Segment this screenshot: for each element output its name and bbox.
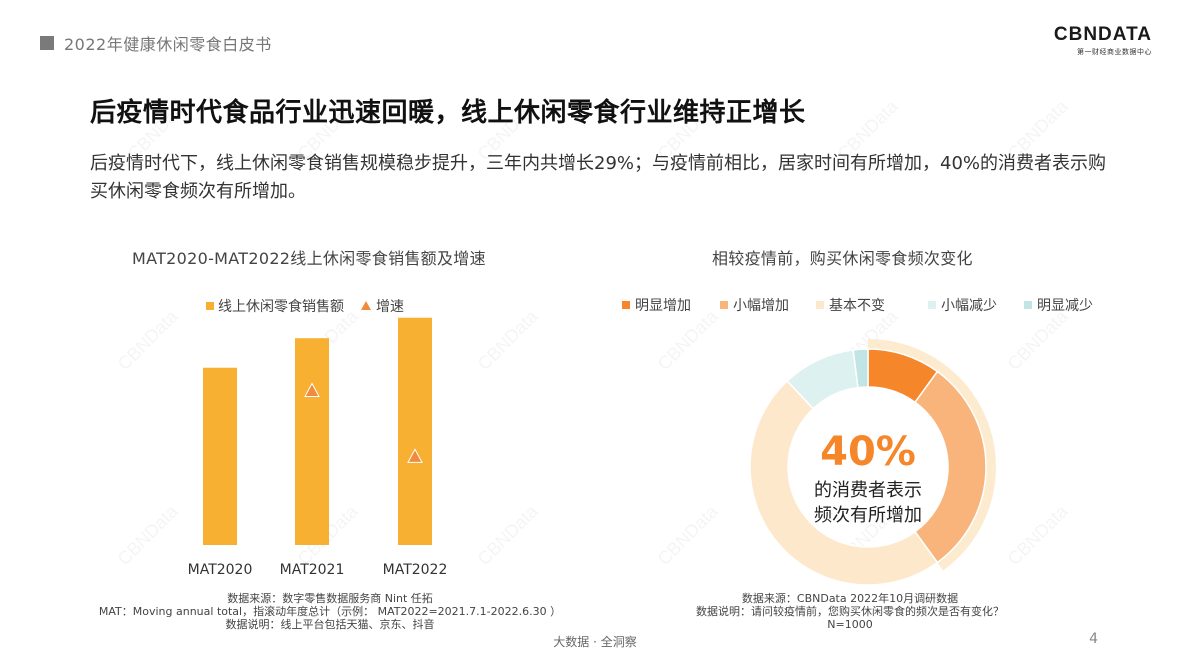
- donut-chart-notes: 数据来源：CBNData 2022年10月调研数据 数据说明：请问较疫情前，您购…: [640, 592, 1060, 631]
- logo-main: CBNDATA: [1053, 24, 1152, 45]
- center-value: 40%: [820, 429, 916, 475]
- donut-slice: [749, 379, 939, 586]
- growth-marker-mat2022: [407, 448, 423, 463]
- bar-chart-notes: 数据来源：数字零售数据服务商 Nint 任拓 MAT：Moving annual…: [60, 592, 600, 631]
- x-tick-label: MAT2020: [188, 562, 253, 578]
- donut-slice: [852, 348, 869, 389]
- report-header: 2022年健康休闲零食白皮书: [40, 31, 272, 55]
- increase-highlight-ring: [868, 339, 996, 571]
- x-tick-label: MAT2021: [280, 562, 345, 578]
- note-line: 数据说明：请问较疫情前，您购买休闲零食的频次是否有变化？: [696, 605, 1004, 618]
- legend-label: 小幅减少: [941, 298, 997, 314]
- legend-swatch: [1024, 301, 1032, 309]
- bar-mat2020: [203, 367, 237, 545]
- note-line: 数据来源：数字零售数据服务商 Nint 任拓: [227, 592, 433, 605]
- legend-swatch: [622, 301, 630, 309]
- x-tick-label: MAT2022: [383, 562, 448, 578]
- report-title: 2022年健康休闲零食白皮书: [64, 35, 272, 54]
- legend-swatch: [720, 301, 728, 309]
- logo-sub: 第一财经商业数据中心: [1077, 48, 1152, 56]
- growth-marker-mat2021: [304, 382, 320, 397]
- page-number: 4: [1089, 631, 1098, 647]
- bar-chart-legend: 线上休闲零食销售额 增速: [206, 298, 404, 315]
- legend-label: 小幅增加: [733, 298, 789, 314]
- legend-label-sales: 线上休闲零食销售额: [218, 298, 344, 315]
- bar-chart-title: MAT2020-MAT2022线上休闲零食销售额及增速: [132, 249, 486, 268]
- legend-label: 明显减少: [1037, 298, 1093, 314]
- square-icon: [40, 36, 54, 50]
- note-line: 数据来源：CBNData 2022年10月调研数据: [741, 592, 959, 605]
- summary-text: 后疫情时代下，线上休闲零食销售规模稳步提升，三年内共增长29%；与疫情前相比，居…: [90, 153, 1107, 202]
- legend-label: 明显增加: [635, 298, 691, 314]
- note-line: N=1000: [827, 618, 873, 631]
- legend-swatch: [816, 301, 824, 309]
- page-title: 后疫情时代食品行业迅速回暖，线上休闲零食行业维持正增长: [90, 98, 806, 128]
- legend-swatch-sales: [206, 302, 214, 310]
- legend-label: 基本不变: [829, 297, 885, 314]
- bar-mat2022: [398, 317, 432, 545]
- logo: CBNDATA 第一财经商业数据中心: [1054, 24, 1152, 57]
- bar-chart: 线上休闲零食销售额 增速 MAT2020 MAT2021 MAT2022: [188, 298, 448, 578]
- donut-chart-title: 相较疫情前，购买休闲零食频次变化: [712, 249, 973, 268]
- center-label-line2: 频次有所增加: [814, 505, 922, 526]
- footer-slogan: 大数据 · 全洞察: [553, 635, 637, 649]
- note-line: MAT：Moving annual total，指滚动年度总计（示例： MAT2…: [98, 605, 562, 618]
- legend-swatch-growth: [361, 301, 371, 310]
- legend-label-growth: 增速: [376, 299, 404, 315]
- center-label-line1: 的消费者表示: [814, 480, 922, 501]
- donut-chart-legend: 明显增加 小幅增加 基本不变 小幅减少 明显减少: [622, 297, 1093, 314]
- note-line: 数据说明：线上平台包括天猫、京东、抖音: [225, 618, 435, 631]
- legend-swatch: [928, 301, 936, 309]
- bar-mat2021: [295, 338, 329, 545]
